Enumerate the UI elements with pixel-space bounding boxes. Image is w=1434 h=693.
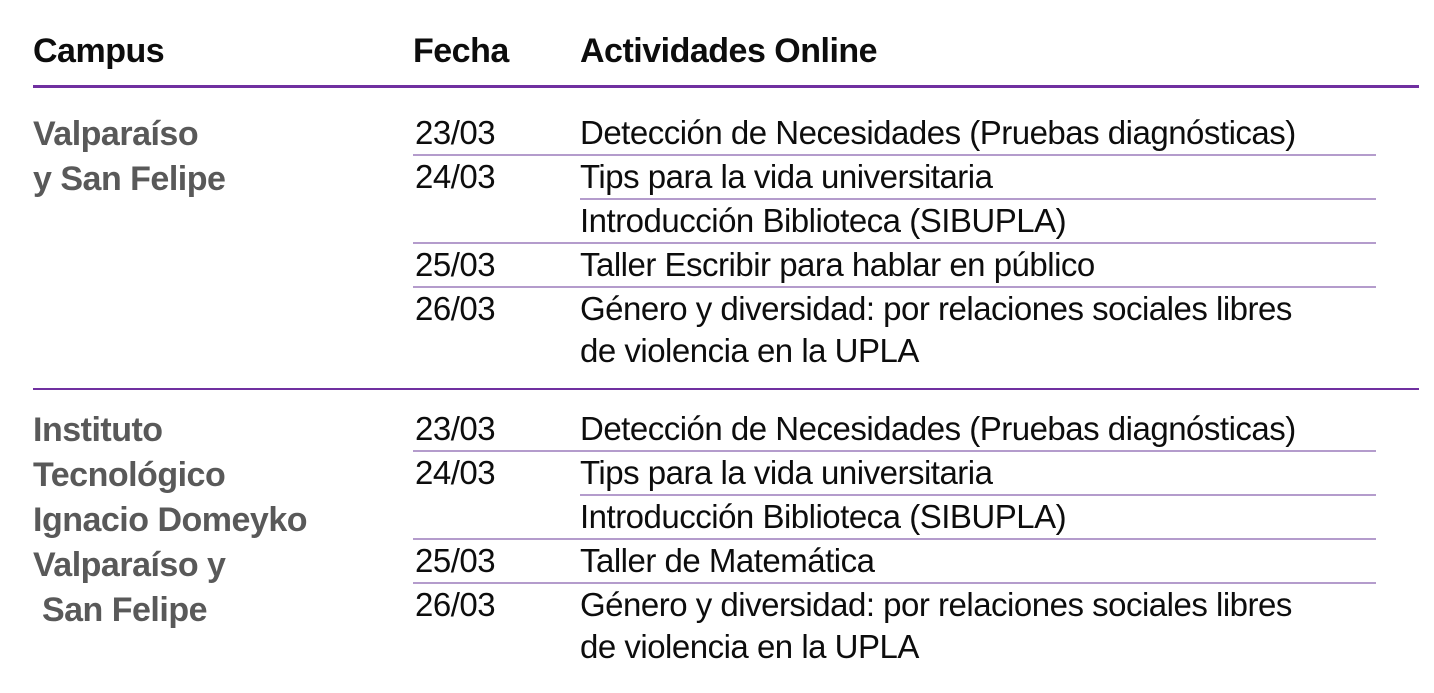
table-row: 25/03 Taller Escribir para hablar en púb… [413, 244, 1419, 288]
date-cell [413, 200, 580, 244]
campus-group-valparaiso: Valparaíso y San Felipe 23/03 Detección … [33, 88, 1419, 390]
date-cell: 25/03 [413, 540, 580, 584]
header-cell-actividades: Actividades Online [580, 33, 1419, 69]
campus-name-cell: Instituto Tecnológico Ignacio Domeyko Va… [33, 408, 413, 668]
table-row: 25/03 Taller de Matemática [413, 540, 1419, 584]
activities-rows: 23/03 Detección de Necesidades (Pruebas … [413, 112, 1419, 372]
table-row: 23/03 Detección de Necesidades (Pruebas … [413, 408, 1419, 452]
activity-cell: Género y diversidad: por relaciones soci… [580, 288, 1376, 372]
header-label-actividades: Actividades Online [580, 32, 878, 70]
table-row: 24/03 Tips para la vida universitaria [413, 452, 1419, 496]
date-cell: 24/03 [415, 454, 496, 491]
activity-cell: Tips para la vida universitaria [580, 156, 1376, 200]
activity-text: Detección de Necesidades (Pruebas diagnó… [580, 114, 1296, 151]
table-row: 24/03 Tips para la vida universitaria [413, 156, 1419, 200]
header-cell-campus: Campus [33, 33, 413, 69]
campus-name-cell: Valparaíso y San Felipe [33, 112, 413, 372]
date-cell: 23/03 [413, 408, 580, 452]
activity-text: Género y diversidad: por relaciones soci… [580, 290, 1292, 327]
date-cell [413, 496, 580, 540]
table-row: Introducción Biblioteca (SIBUPLA) [413, 496, 1419, 540]
header-label-fecha: Fecha [413, 32, 509, 70]
campus-group-instituto-tecnologico: Instituto Tecnológico Ignacio Domeyko Va… [33, 390, 1419, 668]
header-cell-fecha: Fecha [413, 33, 580, 69]
date-cell: 23/03 [413, 112, 580, 156]
table-header-row: Campus Fecha Actividades Online [33, 33, 1419, 88]
date-cell: 26/03 [415, 290, 496, 327]
activities-rows: 23/03 Detección de Necesidades (Pruebas … [413, 408, 1419, 668]
activity-text: Introducción Biblioteca (SIBUPLA) [580, 202, 1067, 239]
table-row: Introducción Biblioteca (SIBUPLA) [413, 200, 1419, 244]
activity-text: Género y diversidad: por relaciones soci… [580, 586, 1292, 623]
campus-name-line: Ignacio Domeyko [33, 501, 308, 539]
activity-text: Tips para la vida universitaria [580, 158, 993, 195]
activity-cell: Taller de Matemática [580, 540, 1376, 584]
activity-text: Taller Escribir para hablar en público [580, 246, 1095, 283]
activity-cell: Taller Escribir para hablar en público [580, 244, 1376, 288]
activity-text-line2: de violencia en la UPLA [580, 628, 919, 665]
campus-name-line: Valparaíso [33, 115, 199, 153]
activity-cell: Género y diversidad: por relaciones soci… [580, 584, 1376, 668]
activity-text: Taller de Matemática [580, 542, 875, 579]
activity-cell: Detección de Necesidades (Pruebas diagnó… [580, 408, 1376, 452]
activity-text: Introducción Biblioteca (SIBUPLA) [580, 498, 1067, 535]
date-cell: 24/03 [415, 158, 496, 195]
campus-name-line: y San Felipe [33, 160, 226, 198]
campus-name-line: Instituto [33, 411, 163, 449]
activity-text: Tips para la vida universitaria [580, 454, 993, 491]
date-cell: 26/03 [415, 586, 496, 623]
table-row: 26/03 Género y diversidad: por relacione… [413, 288, 1419, 372]
activity-text-line2: de violencia en la UPLA [580, 332, 919, 369]
table-row: 23/03 Detección de Necesidades (Pruebas … [413, 112, 1419, 156]
activity-cell: Introducción Biblioteca (SIBUPLA) [580, 496, 1376, 540]
campus-name-line: San Felipe [33, 591, 208, 629]
header-label-campus: Campus [33, 32, 165, 70]
activity-cell: Tips para la vida universitaria [580, 452, 1376, 496]
table-row: 26/03 Género y diversidad: por relacione… [413, 584, 1419, 668]
campus-name-line: Tecnológico [33, 456, 226, 494]
activity-cell: Detección de Necesidades (Pruebas diagnó… [580, 112, 1376, 156]
date-cell: 25/03 [413, 244, 580, 288]
activity-cell: Introducción Biblioteca (SIBUPLA) [580, 200, 1376, 244]
activity-text: Detección de Necesidades (Pruebas diagnó… [580, 410, 1296, 447]
campus-name-line: Valparaíso y [33, 546, 226, 584]
